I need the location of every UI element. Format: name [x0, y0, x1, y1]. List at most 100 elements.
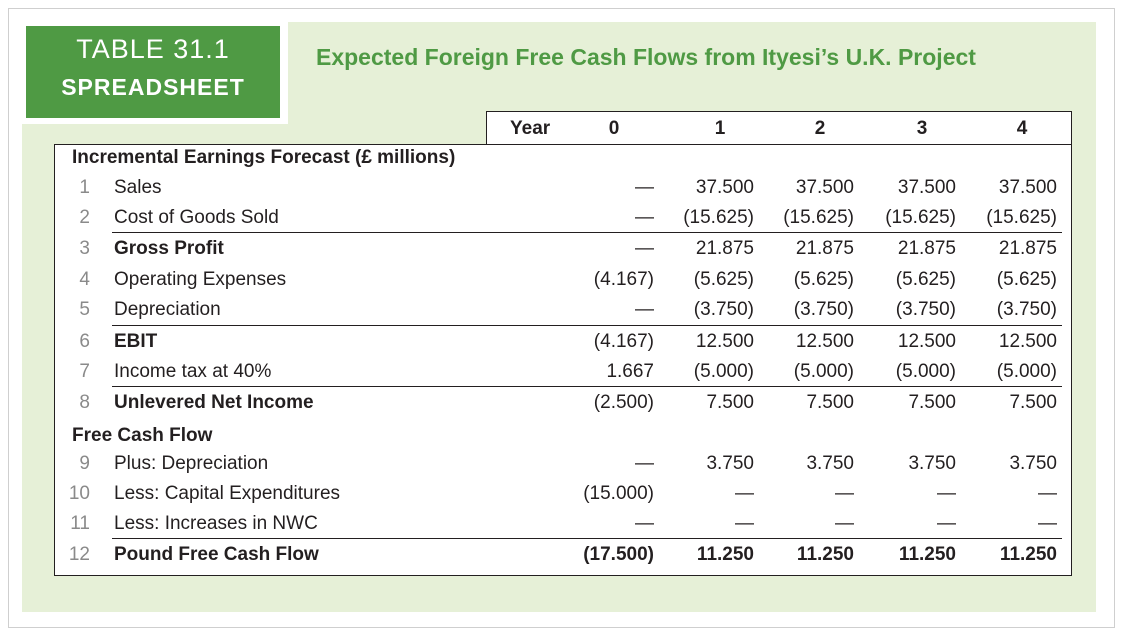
row-value-year-2: 7.500 [806, 392, 854, 413]
row-value-year-1: — [735, 483, 754, 504]
row-value-year-2: (3.750) [793, 299, 854, 320]
row-value-year-3: (15.625) [885, 207, 956, 228]
row-value-year-2: (5.625) [793, 269, 854, 290]
row-value-year-0: — [635, 177, 654, 198]
row-number: 4 [79, 269, 90, 290]
row-label: EBIT [114, 331, 158, 352]
row-number: 8 [79, 392, 90, 413]
row-value-year-0: — [635, 453, 654, 474]
table-title: Expected Foreign Free Cash Flows from It… [316, 44, 976, 70]
year-header-box [486, 111, 1072, 146]
row-label: Income tax at 40% [114, 361, 272, 382]
row-value-year-1: (15.625) [683, 207, 754, 228]
row-value-year-3: 3.750 [908, 453, 956, 474]
row-label: Pound Free Cash Flow [114, 544, 319, 565]
row-value-year-2: (15.625) [783, 207, 854, 228]
row-value-year-1: (5.000) [693, 361, 754, 382]
row-number: 6 [79, 331, 90, 352]
row-value-year-3: — [937, 483, 956, 504]
row-value-year-4: 11.250 [999, 544, 1057, 565]
row-value-year-1: 3.750 [706, 453, 754, 474]
year-label: Year [510, 118, 551, 139]
row-number: 9 [79, 453, 90, 474]
row-value-year-3: (5.000) [895, 361, 956, 382]
row-value-year-4: (5.000) [996, 361, 1057, 382]
row-value-year-0: (15.000) [583, 483, 654, 504]
row-value-year-4: (3.750) [996, 299, 1057, 320]
row-value-year-4: 21.875 [998, 238, 1057, 259]
row-label: Unlevered Net Income [114, 392, 314, 413]
row-value-year-1: 11.250 [696, 544, 754, 565]
row-value-year-0: (2.500) [593, 392, 654, 413]
row-value-year-4: 7.500 [1009, 392, 1057, 413]
rule-above-gross-profit [112, 232, 1062, 233]
row-value-year-3: (3.750) [895, 299, 956, 320]
year-header-0: 0 [608, 118, 620, 139]
row-value-year-0: — [635, 299, 654, 320]
row-value-year-4: (15.625) [986, 207, 1057, 228]
row-value-year-1: — [735, 513, 754, 534]
row-value-year-2: — [835, 483, 854, 504]
row-value-year-4: 3.750 [1009, 453, 1057, 474]
row-value-year-0: — [635, 207, 654, 228]
row-value-year-2: 21.875 [795, 238, 854, 259]
row-value-year-4: (5.625) [996, 269, 1057, 290]
year-header-1: 1 [714, 118, 726, 139]
section-incremental-earnings: Incremental Earnings Forecast (£ million… [72, 147, 456, 168]
row-number: 5 [79, 299, 90, 320]
row-label: Gross Profit [114, 238, 224, 259]
row-value-year-1: 12.500 [695, 331, 754, 352]
row-value-year-3: 11.250 [898, 544, 956, 565]
row-value-year-0: — [635, 238, 654, 259]
year-header-3: 3 [916, 118, 928, 139]
rule-above-fcf [112, 538, 1062, 539]
row-value-year-2: — [835, 513, 854, 534]
row-value-year-1: (5.625) [693, 269, 754, 290]
row-value-year-1: 21.875 [695, 238, 754, 259]
row-number: 12 [68, 544, 90, 565]
row-number: 2 [79, 207, 90, 228]
rule-above-ebit [112, 325, 1062, 326]
row-value-year-0: (4.167) [593, 331, 654, 352]
row-number: 10 [68, 483, 90, 504]
row-label: Less: Capital Expenditures [114, 483, 341, 504]
row-value-year-0: — [635, 513, 654, 534]
row-label: Depreciation [114, 299, 221, 320]
row-value-year-2: 11.250 [796, 544, 854, 565]
section-free-cash-flow: Free Cash Flow [72, 425, 213, 446]
badge-line-1: TABLE 31.1 [76, 34, 230, 64]
row-value-year-3: 12.500 [897, 331, 956, 352]
row-label: Cost of Goods Sold [114, 207, 279, 228]
row-value-year-3: 7.500 [908, 392, 956, 413]
row-label: Operating Expenses [114, 269, 287, 290]
rule-above-net-income [112, 386, 1062, 387]
row-value-year-4: 12.500 [998, 331, 1057, 352]
row-value-year-2: 12.500 [795, 331, 854, 352]
row-value-year-0: (17.500) [583, 544, 654, 565]
row-value-year-3: — [937, 513, 956, 534]
row-label: Less: Increases in NWC [114, 513, 318, 534]
row-number: 7 [79, 361, 90, 382]
row-value-year-4: — [1038, 513, 1057, 534]
spreadsheet-table [54, 144, 1072, 576]
row-value-year-2: 37.500 [795, 177, 854, 198]
badge-line-2: SPREADSHEET [61, 74, 245, 100]
row-value-year-2: 3.750 [806, 453, 854, 474]
row-label: Sales [114, 177, 162, 198]
row-label: Plus: Depreciation [114, 453, 269, 474]
table-badge: TABLE 31.1 SPREADSHEET [26, 26, 280, 118]
row-value-year-3: (5.625) [895, 269, 956, 290]
row-value-year-0: (4.167) [593, 269, 654, 290]
row-number: 3 [79, 238, 90, 259]
row-value-year-4: 37.500 [998, 177, 1057, 198]
row-value-year-1: 7.500 [706, 392, 754, 413]
row-number: 11 [70, 513, 90, 534]
year-header-4: 4 [1016, 118, 1028, 139]
row-value-year-4: — [1038, 483, 1057, 504]
row-value-year-1: 37.500 [695, 177, 754, 198]
row-value-year-3: 21.875 [897, 238, 956, 259]
row-value-year-2: (5.000) [793, 361, 854, 382]
row-number: 1 [79, 177, 90, 198]
year-header-2: 2 [814, 118, 826, 139]
row-value-year-3: 37.500 [897, 177, 956, 198]
